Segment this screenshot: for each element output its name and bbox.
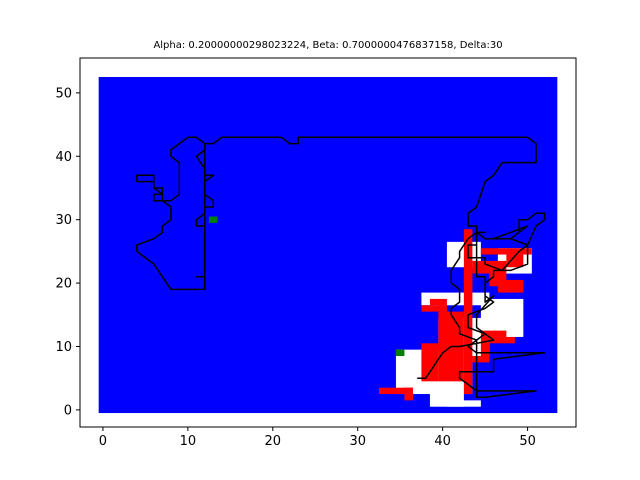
path-layer xyxy=(136,136,546,398)
y-tick-label: 0 xyxy=(64,403,72,418)
background-field xyxy=(98,77,558,414)
y-axis: 0 10 20 30 40 50 xyxy=(55,86,80,418)
open-cell xyxy=(446,400,481,407)
plot-frame xyxy=(79,57,577,428)
x-tick-label: 30 xyxy=(349,434,366,449)
marker-point xyxy=(209,216,218,223)
background-field-layer xyxy=(98,77,558,414)
x-tick-label: 10 xyxy=(180,434,197,449)
obstacle-cell xyxy=(506,254,524,268)
obstacle-cell xyxy=(480,336,490,363)
marker-layer xyxy=(209,216,405,356)
obstacle-cell xyxy=(480,330,507,337)
x-tick-label: 20 xyxy=(265,434,282,449)
x-tick-label: 40 xyxy=(434,434,451,449)
y-tick-label: 30 xyxy=(55,213,72,228)
y-tick-label: 50 xyxy=(55,86,72,101)
x-axis: 0 10 20 30 40 50 xyxy=(99,427,536,449)
obstacle-cell xyxy=(429,298,447,306)
path-line xyxy=(136,136,215,290)
obstacle-cell xyxy=(489,336,515,344)
obstacle-cell xyxy=(404,387,413,401)
y-tick-label: 10 xyxy=(55,340,72,355)
obstacle-cell xyxy=(472,260,490,274)
obstacle-cell xyxy=(480,248,532,255)
obstacle-cell xyxy=(378,387,413,395)
obstacle-cell xyxy=(472,355,490,363)
x-tick-label: 0 xyxy=(99,434,107,449)
x-tick-label: 50 xyxy=(519,434,536,449)
path-line xyxy=(170,136,546,398)
obstacle-cell xyxy=(421,343,439,382)
obstacle-cell xyxy=(421,305,447,312)
y-tick-label: 20 xyxy=(55,277,72,292)
y-tick-label: 40 xyxy=(55,150,72,165)
marker-point xyxy=(395,349,405,356)
obstacle-cell xyxy=(497,279,524,293)
chart-title: Alpha: 0.20000000298023224, Beta: 0.7000… xyxy=(153,40,502,51)
